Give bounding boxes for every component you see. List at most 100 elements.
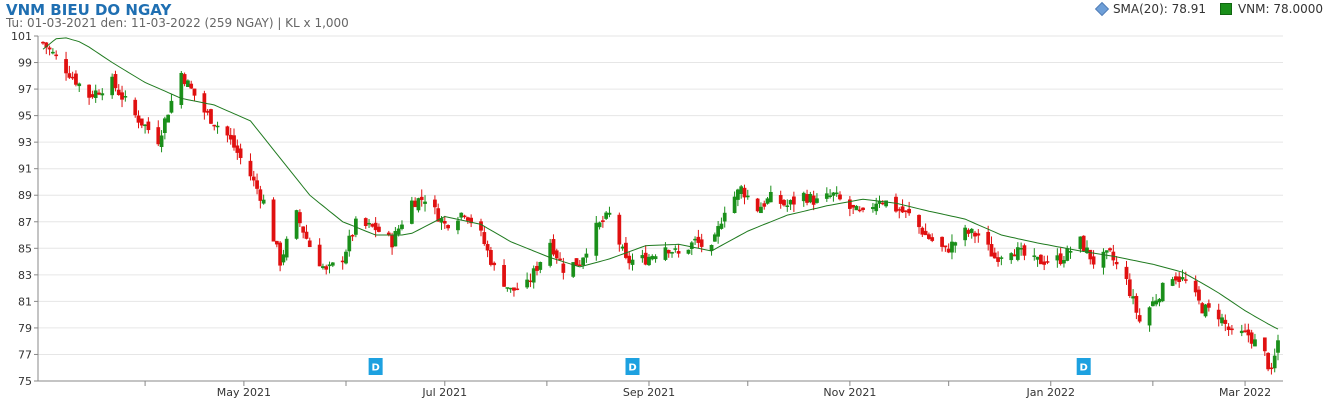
sma-line-group — [42, 37, 1279, 330]
candle-body — [805, 194, 809, 203]
candle-body — [1134, 295, 1139, 313]
candle-body — [93, 90, 98, 98]
candle-body — [1226, 326, 1231, 331]
y-tick-label: 75 — [18, 375, 32, 388]
candle-body — [489, 250, 493, 265]
candle-body — [643, 252, 648, 265]
y-tick-label: 99 — [18, 57, 32, 70]
candle-body — [340, 260, 345, 263]
candle-body — [689, 242, 694, 250]
candle-body — [232, 135, 236, 148]
candle-body — [1045, 261, 1050, 263]
x-tick-label: Nov 2021 — [823, 386, 876, 399]
candle-body — [1022, 245, 1027, 256]
candle-body — [77, 83, 82, 87]
candle-body — [1124, 266, 1129, 279]
x-tick-label: Sep 2021 — [623, 386, 675, 399]
candle-body — [736, 189, 740, 200]
candle-body — [70, 76, 75, 79]
candle-body — [943, 245, 948, 248]
candle-body — [880, 202, 885, 205]
candle-body — [1019, 248, 1023, 250]
candle-body — [1216, 309, 1221, 320]
candle-body — [1062, 260, 1066, 264]
candle-body — [1230, 328, 1234, 331]
candle-body — [525, 279, 529, 288]
candle-body — [1160, 282, 1165, 302]
candle-body — [1101, 251, 1106, 268]
x-tick-label: Jan 2022 — [1026, 386, 1075, 399]
candle-body — [594, 222, 599, 256]
candle-body — [419, 196, 424, 200]
candle-body — [1065, 248, 1070, 261]
candle-body — [1009, 253, 1014, 261]
candle-body — [1039, 254, 1043, 265]
candle-body — [699, 239, 704, 247]
candle-body — [258, 189, 263, 201]
y-tick-label: 93 — [18, 136, 32, 149]
candle-body — [508, 287, 513, 290]
candle-body — [298, 212, 302, 224]
candle-body — [601, 220, 605, 222]
candle-body — [1249, 332, 1254, 344]
candle-body — [696, 236, 701, 243]
candle-body — [930, 237, 935, 241]
candle-body — [996, 257, 1000, 262]
candle-body — [67, 73, 72, 78]
candle-body — [1269, 367, 1274, 370]
candle-body — [551, 239, 556, 255]
legend-vnm-label: VNM: 78.0000 — [1237, 2, 1323, 16]
candle-body — [446, 225, 450, 229]
legend-sma[interactable]: SMA(20): 78.91 — [1094, 1, 1206, 17]
candle-body — [755, 198, 760, 212]
grid-lines — [38, 35, 1283, 355]
candle-body — [505, 287, 510, 289]
candles — [41, 41, 1280, 375]
candle-body — [900, 206, 905, 213]
candle-body — [838, 194, 842, 200]
candle-body — [225, 126, 230, 136]
candle-body — [1243, 330, 1247, 332]
candle-body — [927, 234, 931, 239]
candle-body — [976, 233, 981, 236]
candle-body — [251, 176, 256, 181]
candle-body — [485, 244, 490, 251]
candle-body — [370, 223, 375, 227]
candle-body — [51, 51, 55, 54]
candle-body — [834, 192, 839, 195]
candle-body — [100, 93, 105, 96]
candle-body — [874, 203, 879, 212]
candle-body — [992, 252, 997, 259]
candle-body — [1200, 303, 1205, 314]
candle-body — [792, 196, 796, 205]
candle-body — [54, 54, 59, 57]
candle-body — [41, 41, 45, 44]
candle-body — [903, 210, 908, 212]
candle-body — [442, 221, 447, 224]
candle-body — [630, 259, 635, 265]
y-tick-label: 85 — [18, 242, 32, 255]
candle-body — [607, 212, 612, 215]
candle-body — [722, 212, 727, 222]
candle-body — [110, 76, 115, 96]
candle-body — [1177, 276, 1182, 282]
candle-body — [963, 227, 967, 241]
candle-body — [304, 231, 309, 239]
candle-body — [742, 187, 747, 198]
candle-body — [709, 244, 714, 251]
candle-body — [321, 266, 325, 269]
candle-body — [801, 192, 806, 202]
candle-body — [778, 195, 783, 204]
candle-body — [324, 266, 329, 270]
candle-body — [97, 92, 101, 95]
candle-body — [482, 232, 487, 245]
candle-body — [973, 232, 977, 237]
y-tick-label: 91 — [18, 163, 32, 176]
candle-body — [604, 212, 609, 219]
legend-vnm[interactable]: VNM: 78.0000 — [1219, 2, 1323, 16]
candle-body — [950, 241, 954, 253]
candle-body — [228, 134, 233, 140]
candle-body — [759, 206, 763, 214]
candle-body — [271, 199, 276, 242]
candle-body — [459, 212, 464, 218]
